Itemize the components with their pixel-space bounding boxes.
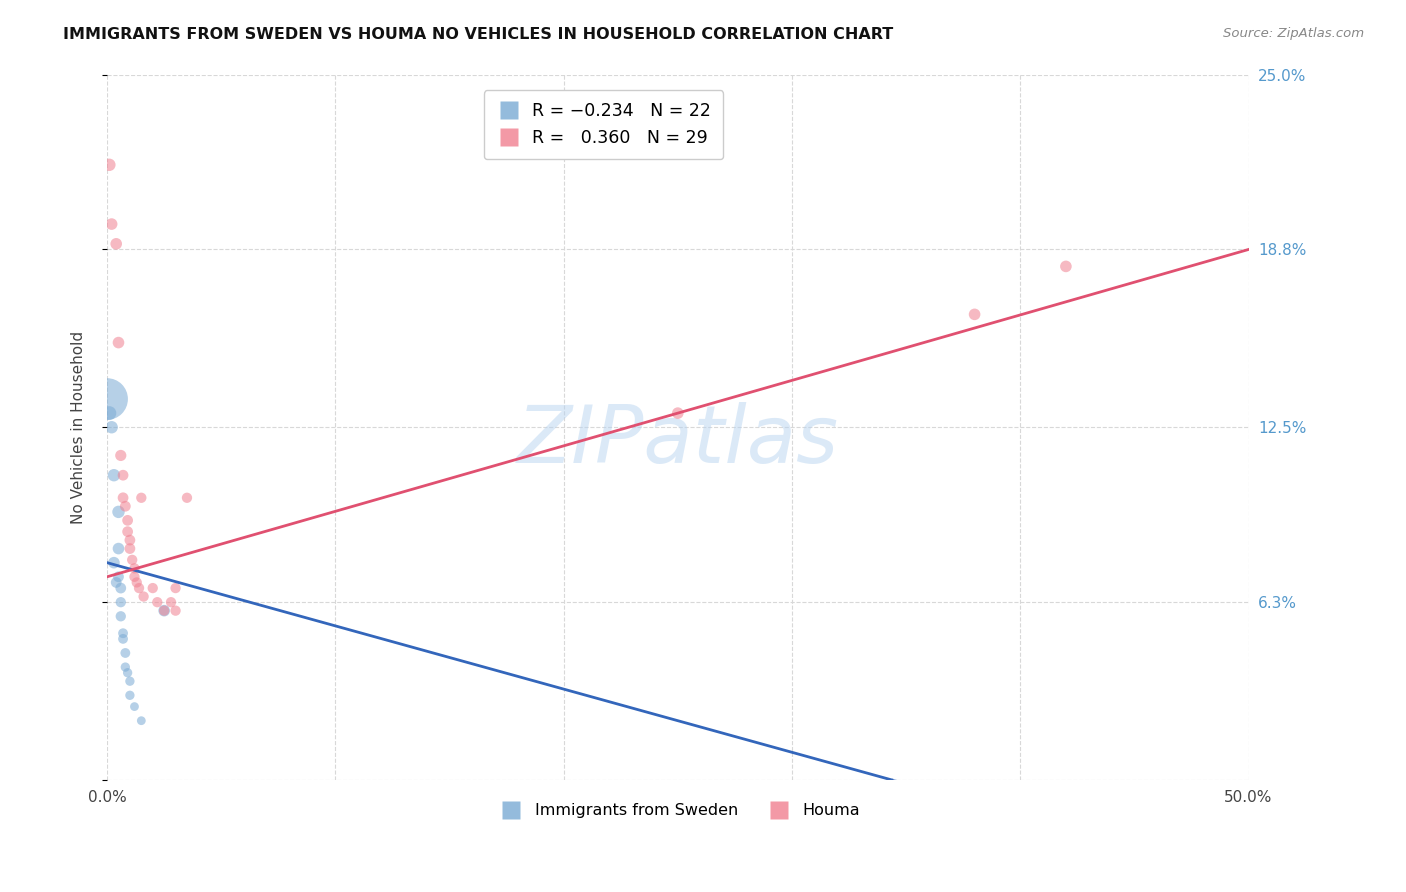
- Point: [153, 604, 176, 618]
- Point: [142, 581, 165, 595]
- Point: [165, 581, 187, 595]
- Point: [963, 307, 986, 321]
- Point: [146, 595, 169, 609]
- Point: [103, 556, 125, 570]
- Point: [112, 491, 135, 505]
- Point: [112, 632, 135, 646]
- Point: [118, 688, 141, 702]
- Point: [105, 236, 128, 251]
- Point: [117, 524, 139, 539]
- Point: [105, 575, 128, 590]
- Point: [100, 420, 122, 434]
- Point: [117, 665, 139, 680]
- Legend: Immigrants from Sweden, Houma: Immigrants from Sweden, Houma: [489, 797, 866, 825]
- Point: [124, 570, 146, 584]
- Point: [124, 699, 146, 714]
- Text: IMMIGRANTS FROM SWEDEN VS HOUMA NO VEHICLES IN HOUSEHOLD CORRELATION CHART: IMMIGRANTS FROM SWEDEN VS HOUMA NO VEHIC…: [63, 27, 894, 42]
- Point: [153, 604, 176, 618]
- Point: [100, 217, 122, 231]
- Point: [96, 392, 118, 406]
- Point: [165, 604, 187, 618]
- Point: [110, 581, 132, 595]
- Point: [114, 500, 136, 514]
- Point: [666, 406, 689, 420]
- Point: [118, 541, 141, 556]
- Point: [107, 570, 129, 584]
- Point: [110, 609, 132, 624]
- Point: [125, 575, 148, 590]
- Point: [103, 468, 125, 483]
- Y-axis label: No Vehicles in Household: No Vehicles in Household: [72, 331, 86, 524]
- Point: [98, 406, 121, 420]
- Point: [131, 491, 153, 505]
- Point: [112, 626, 135, 640]
- Point: [121, 553, 143, 567]
- Point: [128, 581, 150, 595]
- Point: [107, 541, 129, 556]
- Point: [118, 674, 141, 689]
- Point: [1054, 260, 1077, 274]
- Point: [117, 513, 139, 527]
- Text: Source: ZipAtlas.com: Source: ZipAtlas.com: [1223, 27, 1364, 40]
- Point: [114, 646, 136, 660]
- Point: [98, 158, 121, 172]
- Point: [107, 505, 129, 519]
- Point: [112, 468, 135, 483]
- Point: [107, 335, 129, 350]
- Point: [110, 449, 132, 463]
- Point: [160, 595, 183, 609]
- Text: ZIPatlas: ZIPatlas: [517, 402, 839, 481]
- Point: [131, 714, 153, 728]
- Point: [176, 491, 198, 505]
- Point: [114, 660, 136, 674]
- Point: [124, 561, 146, 575]
- Point: [118, 533, 141, 547]
- Point: [132, 590, 155, 604]
- Point: [110, 595, 132, 609]
